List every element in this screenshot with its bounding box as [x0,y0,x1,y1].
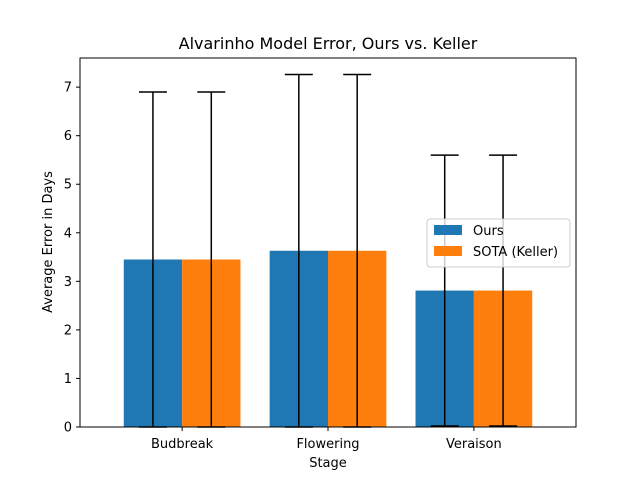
error-bars-layer [138,73,518,428]
y-tick-label-3: 3 [64,275,72,290]
legend-label-ours: Ours [473,224,504,239]
y-tick-label-4: 4 [64,226,72,241]
y-tick-label-0: 0 [64,421,72,436]
y-axis-label: Average Error in Days [41,171,56,313]
legend-frame [426,218,571,268]
legend-swatch-ours [434,225,462,235]
y-axis: 0 1 2 3 4 5 6 7 [64,81,80,436]
y-tick-label-1: 1 [64,372,72,387]
x-axis-label: Stage [309,456,347,471]
y-tick-label-6: 6 [64,129,72,144]
x-tick-label-flowering: Flowering [296,437,359,452]
y-tick-label-2: 2 [64,323,72,338]
plot-frame [79,57,577,428]
legend-label-sota-keller: SOTA (Keller) [473,245,558,260]
legend-swatch-sota-keller [434,246,462,256]
legend: Ours SOTA (Keller) [426,218,571,268]
chart-title: Alvarinho Model Error, Ours vs. Keller [179,34,478,53]
y-tick-label-7: 7 [64,81,72,96]
x-tick-label-veraison: Veraison [446,437,502,452]
y-tick-label-5: 5 [64,178,72,193]
x-axis: Budbreak Flowering Veraison [151,427,502,452]
x-tick-label-budbreak: Budbreak [151,437,214,452]
